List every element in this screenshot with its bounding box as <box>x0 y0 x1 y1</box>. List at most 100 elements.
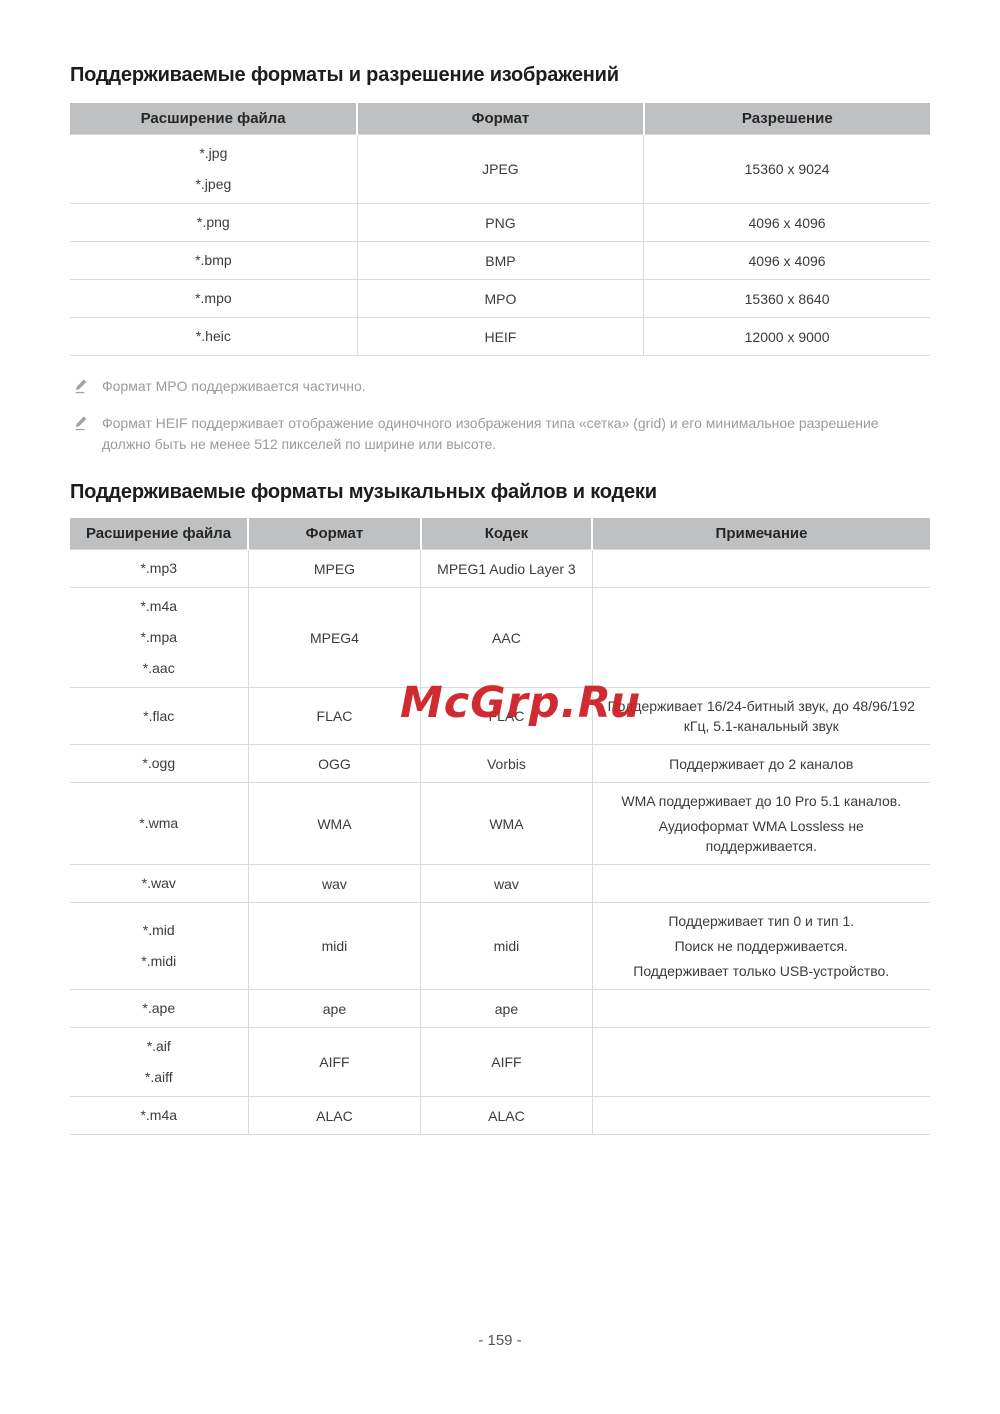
note-cell <box>591 549 930 588</box>
file-extension: *.mid <box>142 922 175 938</box>
table-cell: MPO <box>356 279 644 318</box>
file-extension-cell: *.mid *.midi <box>70 902 249 990</box>
note-cell: Поддерживает тип 0 и тип 1. Поиск не подд… <box>591 902 930 990</box>
file-extension-cell: *.mp3 <box>70 549 249 588</box>
note-cell <box>591 1027 930 1097</box>
file-extension: *.mpo <box>195 290 232 306</box>
table-cell: 15360 x 8640 <box>643 279 930 318</box>
table-row: *.m4a ALAC ALAC <box>70 1096 930 1135</box>
column-header: Расширение файла <box>70 518 249 550</box>
table-row: *.heic HEIF 12000 x 9000 <box>70 317 930 356</box>
file-extension-cell: *.jpg *.jpeg <box>70 134 358 204</box>
column-header: Расширение файла <box>70 103 358 135</box>
table-cell: MPEG1 Audio Layer 3 <box>420 549 592 588</box>
note-text: Формат MPO поддерживается частично. <box>102 378 366 394</box>
file-extension-cell: *.png <box>70 203 358 242</box>
table-row: *.flac FLAC FLAC Поддерживает 16/24-битный … <box>70 687 930 745</box>
file-extension: *.heic <box>195 328 231 344</box>
file-extension-cell: *.ape <box>70 989 249 1028</box>
table-cell: ALAC <box>420 1096 592 1135</box>
note-cell <box>591 1096 930 1135</box>
table-cell: HEIF <box>356 317 644 356</box>
note-paragraph: Поддерживает до 2 каналов <box>669 755 854 772</box>
note-item: Формат HEIF поддерживает отображение оди… <box>74 413 930 455</box>
section-title-image-formats: Поддерживаемые форматы и разрешение изоб… <box>70 64 619 86</box>
table-cell: ape <box>247 989 421 1028</box>
table-cell: Vorbis <box>420 744 592 783</box>
file-extension: *.m4a <box>140 1107 178 1123</box>
table-cell: midi <box>420 902 592 990</box>
table-cell: WMA <box>247 782 421 865</box>
note-text: Формат HEIF поддерживает отображение оди… <box>102 415 879 452</box>
table-row: *.bmp BMP 4096 x 4096 <box>70 241 930 280</box>
table-cell: PNG <box>356 203 644 242</box>
table-cell: OGG <box>247 744 421 783</box>
table-cell: ape <box>420 989 592 1028</box>
note-cell: Поддерживает 16/24-битный звук, до 48/96… <box>591 687 930 745</box>
file-extension: *.jpg <box>199 145 228 161</box>
table-cell: MPEG4 <box>247 587 421 688</box>
table-cell: ALAC <box>247 1096 421 1135</box>
note-paragraph: Поддерживает 16/24-битный звук, до 48/96… <box>607 698 915 734</box>
column-header: Примечание <box>591 518 930 550</box>
table-row: *.ape ape ape <box>70 989 930 1028</box>
file-extension-cell: *.ogg <box>70 744 249 783</box>
table-cell: WMA <box>420 782 592 865</box>
table-cell: wav <box>247 864 421 903</box>
table-cell: midi <box>247 902 421 990</box>
file-extension-cell: *.flac <box>70 687 249 745</box>
file-extension: *.mp3 <box>140 560 178 576</box>
table-cell: wav <box>420 864 592 903</box>
file-extension: *.wav <box>141 875 176 891</box>
pencil-icon <box>74 376 88 400</box>
table-cell: 12000 x 9000 <box>643 317 930 356</box>
file-extension: *.bmp <box>195 252 232 268</box>
file-extension-cell: *.wav <box>70 864 249 903</box>
file-extension-cell: *.wma <box>70 782 249 865</box>
table-row: *.mid *.midi midi midi Поддерживает тип 0 и … <box>70 902 930 990</box>
note-cell: Поддерживает до 2 каналов <box>591 744 930 783</box>
table-row: *.m4a *.mpa *.aac MPEG4 AAC <box>70 587 930 688</box>
table-cell: 4096 x 4096 <box>643 241 930 280</box>
file-extension-cell: *.m4a *.mpa *.aac <box>70 587 249 688</box>
page-number: - 159 - <box>478 1332 522 1349</box>
table-cell: FLAC <box>247 687 421 745</box>
table-header-row: Расширение файла Формат Кодек Примечание <box>70 518 930 550</box>
file-extension: *.mpa <box>140 629 178 645</box>
column-header: Кодек <box>419 518 592 550</box>
file-extension: *.aif <box>146 1038 171 1054</box>
table-cell: JPEG <box>356 134 644 204</box>
note-paragraph: Поиск не поддерживается. <box>674 938 848 954</box>
table-cell: FLAC <box>420 687 592 745</box>
table-row: *.wav wav wav <box>70 864 930 903</box>
file-extension-cell: *.heic <box>70 317 358 356</box>
note-cell: WMA поддерживает до 10 Pro 5.1 каналов. А… <box>591 782 930 865</box>
file-extension-cell: *.bmp <box>70 241 358 280</box>
manual-page: Поддерживаемые форматы и разрешение изоб… <box>70 64 930 1135</box>
file-extension: *.ogg <box>142 755 176 771</box>
file-extension: *.jpeg <box>195 176 232 192</box>
note-paragraph: Аудиоформат WMA Lossless не поддерживает… <box>658 818 864 854</box>
file-extension: *.m4a <box>140 598 178 614</box>
table-row: *.ogg OGG Vorbis Поддерживает до 2 каналов <box>70 744 930 783</box>
table-row: *.png PNG 4096 x 4096 <box>70 203 930 242</box>
table-cell: AAC <box>420 587 592 688</box>
image-formats-table: Расширение файла Формат Разрешение *.jpg *.… <box>70 103 930 356</box>
note-cell <box>591 989 930 1028</box>
table-cell: BMP <box>356 241 644 280</box>
table-cell: MPEG <box>247 549 421 588</box>
table-cell: AIFF <box>247 1027 421 1097</box>
table-row: *.mp3 MPEG MPEG1 Audio Layer 3 <box>70 549 930 588</box>
section-title-music-formats: Поддерживаемые форматы музыкальных файло… <box>70 481 657 503</box>
notes-list: Формат MPO поддерживается частично. Форма… <box>70 376 930 455</box>
file-extension: *.png <box>197 214 230 230</box>
file-extension-cell: *.m4a <box>70 1096 249 1135</box>
file-extension: *.aac <box>142 660 175 676</box>
file-extension-cell: *.mpo <box>70 279 358 318</box>
table-header-row: Расширение файла Формат Разрешение <box>70 103 930 135</box>
note-cell <box>591 587 930 688</box>
note-paragraph: WMA поддерживает до 10 Pro 5.1 каналов. <box>621 793 902 809</box>
table-row: *.jpg *.jpeg JPEG 15360 x 9024 <box>70 134 930 204</box>
pencil-icon <box>74 413 88 455</box>
table-row: *.wma WMA WMA WMA поддерживает до 10 Pro 5.… <box>70 782 930 865</box>
